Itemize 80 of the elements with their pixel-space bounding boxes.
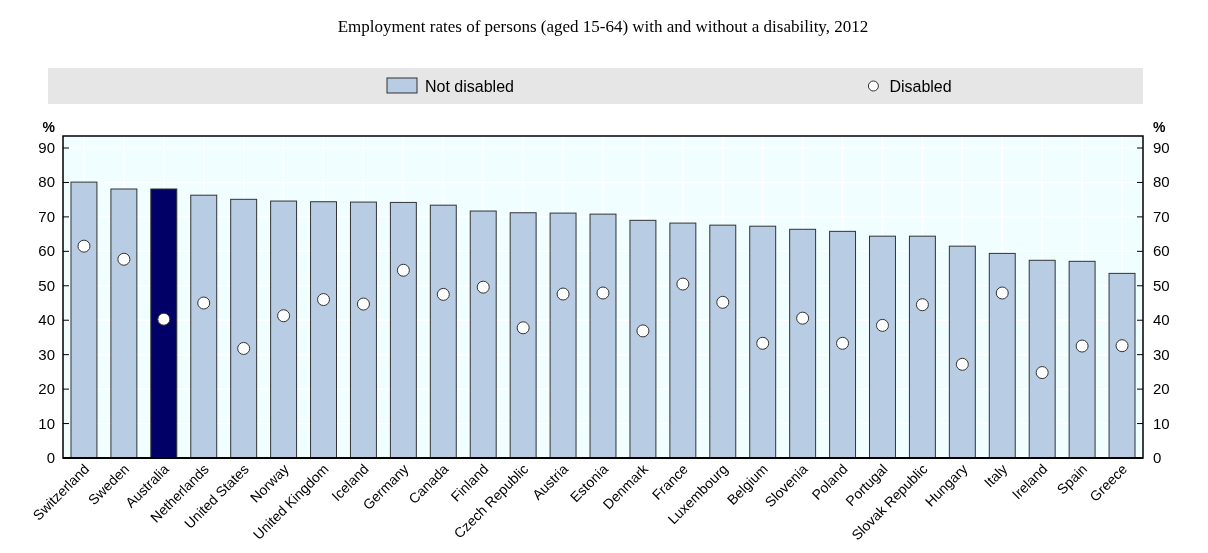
point (157, 312, 171, 326)
y-tick-label: 50 (38, 276, 55, 294)
y-tick-label: 60 (38, 242, 55, 260)
y-tick-label: 10 (38, 414, 55, 432)
point (636, 324, 650, 338)
point (277, 309, 291, 323)
bar (270, 200, 298, 459)
bar (829, 230, 857, 459)
x-tick-label: Italy (980, 460, 1011, 491)
point (836, 336, 850, 350)
chart-title: Employment rates of persons (aged 15-64) with and without a disability, 2012 (337, 17, 869, 36)
y2-tick-label: 80 (1153, 173, 1170, 191)
point (875, 318, 889, 332)
bar (150, 188, 178, 459)
point (237, 341, 251, 355)
point (197, 296, 211, 310)
y2-tick-label: 70 (1153, 207, 1170, 225)
bar (110, 188, 138, 459)
y2-tick-label: 30 (1153, 345, 1170, 363)
bar (509, 212, 537, 459)
bar (349, 201, 377, 459)
point (596, 286, 610, 300)
y2-tick-label: 20 (1153, 380, 1170, 398)
bar (749, 225, 777, 459)
bar (948, 245, 976, 459)
legend-label: Not disabled (425, 78, 514, 95)
legend-label: Disabled (889, 78, 952, 95)
bar (429, 204, 457, 459)
y2-tick-label: 10 (1153, 414, 1170, 432)
point (716, 295, 730, 309)
point (356, 297, 370, 311)
bar (709, 224, 737, 459)
bar (190, 194, 218, 459)
y2-tick-label: 90 (1153, 139, 1170, 156)
y-tick-label: 30 (38, 345, 55, 363)
point (516, 321, 530, 335)
bar (310, 201, 337, 459)
point (955, 357, 969, 371)
y-tick-label: 90 (38, 139, 55, 156)
point (117, 252, 131, 266)
bar (589, 213, 617, 459)
bar (869, 235, 896, 459)
y2-axis-title: % (1153, 119, 1166, 135)
point (915, 298, 929, 312)
point (1115, 339, 1129, 353)
bar (629, 219, 657, 459)
point (556, 287, 570, 301)
bar (988, 252, 1016, 459)
point (1035, 366, 1049, 380)
y2-tick-label: 60 (1153, 242, 1170, 260)
point (77, 239, 91, 253)
bar (789, 228, 817, 459)
bar (669, 222, 697, 459)
point (436, 287, 450, 301)
bar (389, 201, 417, 459)
y2-tick-label: 50 (1153, 276, 1170, 294)
y-tick-label: 70 (38, 207, 55, 225)
point (396, 263, 410, 277)
bar (1108, 272, 1136, 459)
point (476, 280, 490, 294)
y-tick-label: 0 (46, 449, 55, 466)
point (1075, 339, 1089, 353)
point (676, 277, 690, 291)
y-tick-label: 80 (38, 173, 55, 191)
point (995, 286, 1009, 300)
bar (70, 181, 98, 459)
point (796, 311, 810, 325)
point (317, 293, 331, 307)
bar (549, 212, 577, 459)
point (756, 336, 770, 350)
bar (1068, 260, 1096, 459)
y-tick-label: 40 (38, 311, 55, 329)
y2-tick-label: 40 (1153, 311, 1170, 329)
bar (1028, 259, 1056, 459)
y-axis-title: % (42, 119, 56, 135)
bar (908, 235, 936, 459)
bar (230, 198, 258, 459)
y2-tick-label: 0 (1153, 449, 1162, 466)
y-tick-label: 20 (38, 380, 55, 398)
bar (469, 210, 497, 459)
